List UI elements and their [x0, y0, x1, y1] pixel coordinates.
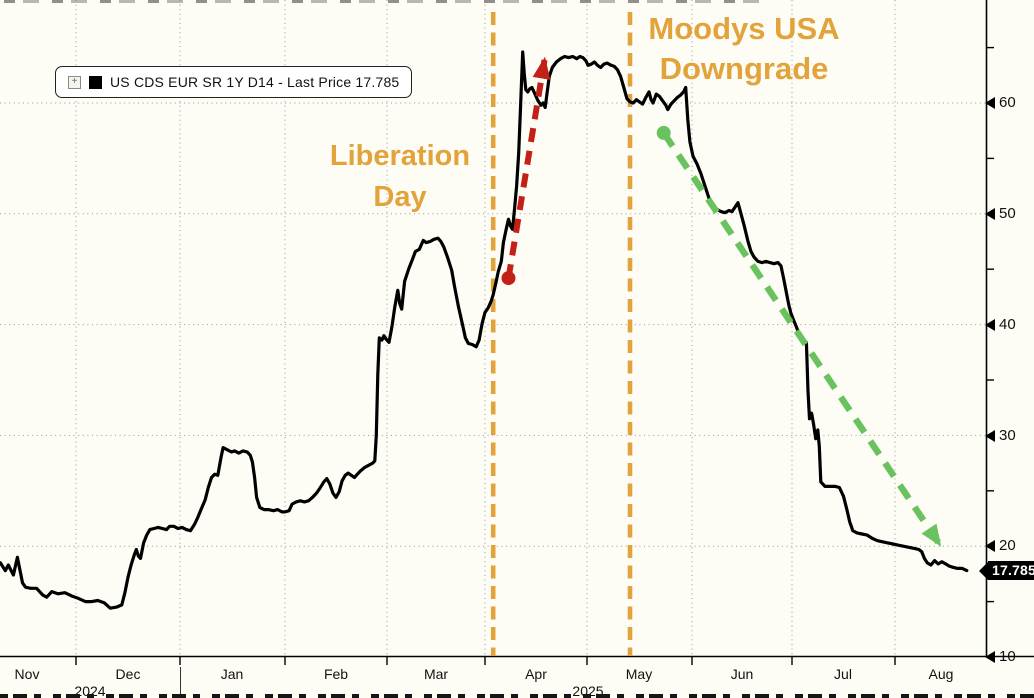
series-marker-icon — [89, 75, 102, 89]
x-axis-month-label: Apr — [525, 666, 547, 682]
x-axis-month-label: Nov — [14, 666, 40, 682]
axes — [0, 0, 1034, 665]
y-axis-tick-label: 10 — [999, 648, 1029, 666]
x-axis-month-label: Jan — [220, 666, 244, 682]
decline-arrow — [656, 125, 943, 547]
x-axis-month-label: Jul — [834, 666, 852, 682]
x-axis-month-label: Mar — [423, 666, 449, 682]
x-axis-month-label: Aug — [928, 666, 954, 682]
series-legend-label: US CDS EUR SR 1Y D14 - Last Price 17.785 — [110, 74, 400, 90]
last-price-tag: 17.785 — [988, 561, 1034, 580]
axis-ticks — [75, 46, 994, 665]
y-axis-tick-label: 60 — [999, 94, 1029, 112]
y-axis-tick-label: 20 — [999, 537, 1029, 555]
x-axis-month-label: Feb — [323, 666, 349, 682]
liberation-day-annotation: Liberation Day — [288, 136, 512, 218]
y-axis-tick-label: 30 — [999, 427, 1029, 445]
annotation-line: Day — [373, 181, 427, 213]
x-axis-month-label: May — [625, 666, 653, 682]
x-axis-month-label: Jun — [730, 666, 754, 682]
y-axis-tick-label: 40 — [999, 316, 1029, 334]
moodys-downgrade-annotation: Moodys USA Downgrade — [616, 9, 872, 89]
annotation-line: Moodys USA — [648, 11, 840, 46]
year-divider-line — [180, 667, 181, 698]
annotation-line: Liberation — [329, 140, 471, 172]
cropped-text-top — [4, 0, 760, 3]
series-legend[interactable]: US CDS EUR SR 1Y D14 - Last Price 17.785 — [55, 66, 413, 98]
expand-icon[interactable] — [68, 75, 81, 89]
event-marker-lines — [490, 12, 633, 656]
annotation-line: Downgrade — [659, 51, 829, 86]
spike-up-arrow — [501, 56, 551, 286]
x-axis-month-label: Dec — [115, 666, 141, 682]
cropped-text-bottom — [0, 694, 1034, 698]
y-axis-tick-label: 50 — [999, 205, 1029, 223]
